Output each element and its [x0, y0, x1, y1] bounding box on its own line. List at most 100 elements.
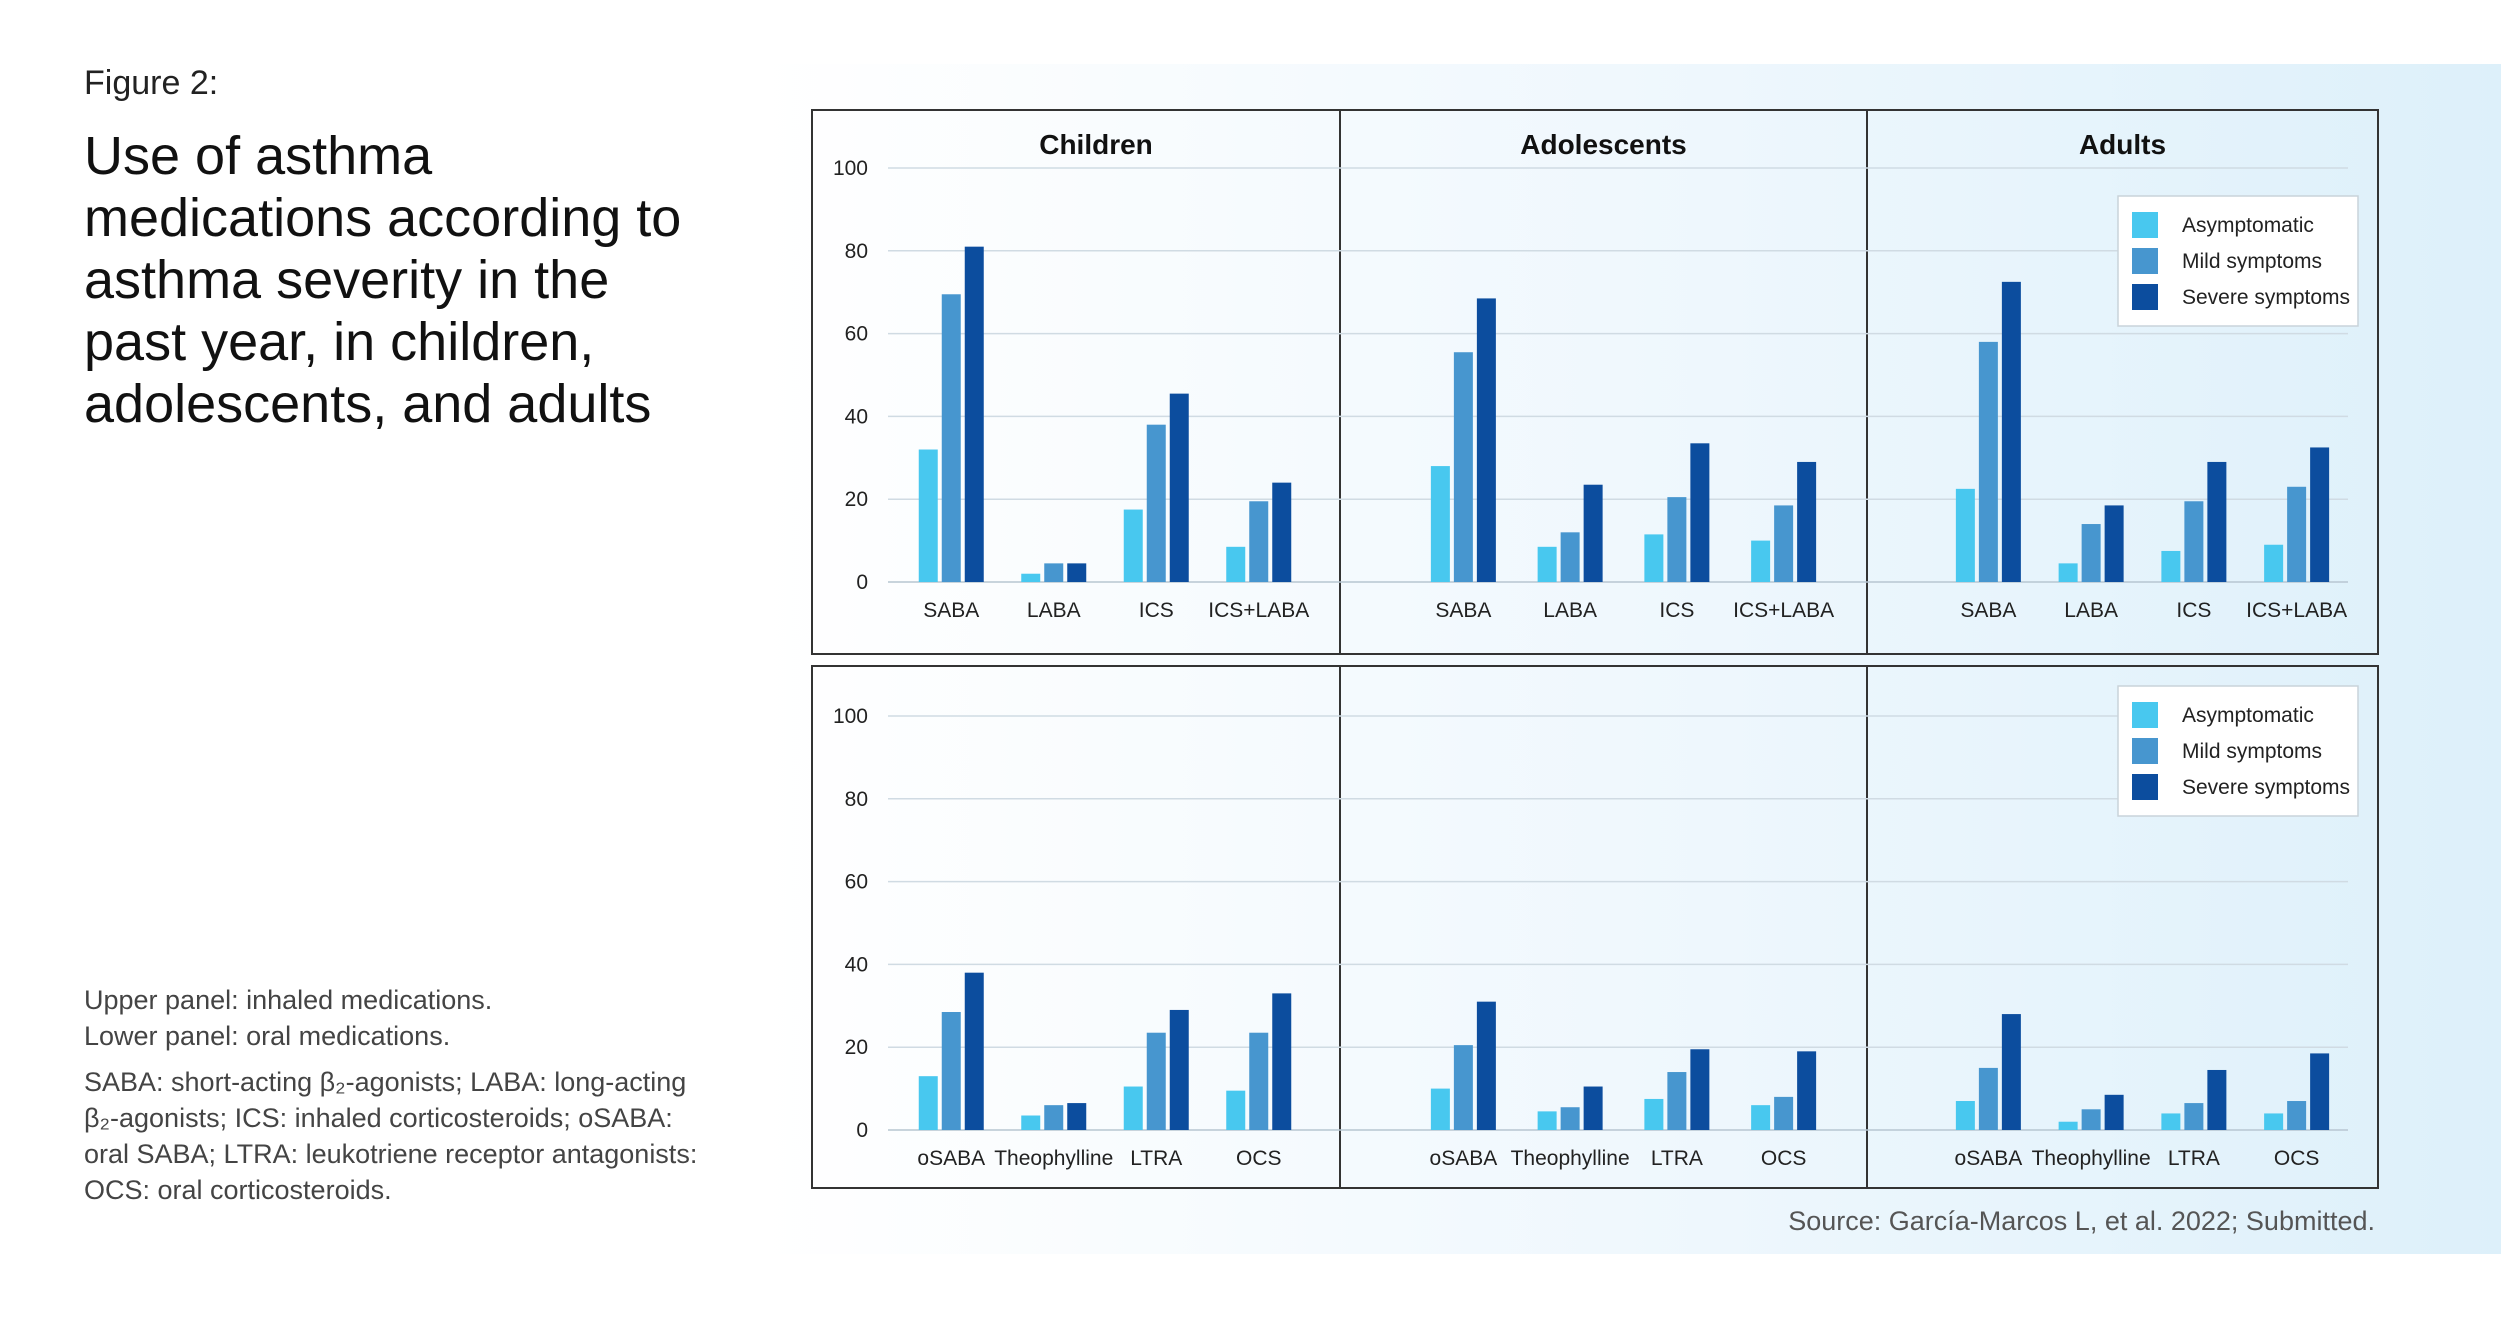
- x-tick-label: LABA: [1027, 599, 1081, 622]
- bar: [1583, 484, 1603, 582]
- bar: [2207, 461, 2227, 582]
- bar: [2081, 524, 2101, 582]
- figure-header: Figure 2: Use of asthma medications acco…: [84, 64, 724, 435]
- bar: [1226, 546, 1246, 582]
- bar: [1169, 1009, 1189, 1130]
- legend: Asymptomatic Mild symptoms Severe symptoms: [2117, 195, 2359, 327]
- bar: [1644, 1098, 1664, 1130]
- x-tick-label: ICS: [1139, 599, 1174, 622]
- bar: [1067, 563, 1087, 582]
- note-abbreviations: SABA: short-acting β₂-agonists; LABA: lo…: [84, 1067, 698, 1205]
- y-tick-label: 100: [833, 705, 868, 728]
- bar: [1978, 1067, 1998, 1130]
- bar: [1560, 1107, 1580, 1130]
- figure-notes: Upper panel: inhaled medications. Lower …: [84, 982, 724, 1218]
- bar: [1123, 509, 1143, 582]
- bar: [2184, 501, 2204, 582]
- panel-frame: [811, 109, 2379, 655]
- x-tick-label: OCS: [2274, 1147, 2320, 1170]
- bar: [1146, 1032, 1166, 1130]
- bar-chart-svg: 0 20 40 60 80 100 Children SABA LABA ICS ICS+LABA A…: [811, 109, 2379, 1189]
- bar: [941, 1012, 961, 1130]
- bar: [1955, 1101, 1975, 1130]
- bar: [1430, 466, 1450, 582]
- bar: [1430, 1088, 1450, 1130]
- bar: [2184, 1103, 2204, 1130]
- bar: [1476, 1001, 1496, 1130]
- bar: [1453, 352, 1473, 582]
- bar: [2104, 505, 2124, 582]
- bar: [2287, 1101, 2307, 1130]
- x-tick-label: LTRA: [2168, 1147, 2220, 1170]
- legend-swatch: [2132, 212, 2158, 238]
- bar: [2310, 447, 2330, 582]
- y-tick-label: 40: [845, 405, 868, 428]
- y-tick-label: 20: [845, 488, 868, 511]
- x-tick-label: ICS: [2176, 599, 2211, 622]
- y-tick-label: 100: [833, 157, 868, 180]
- bar: [2058, 1121, 2078, 1130]
- bar: [2001, 281, 2021, 582]
- x-tick-label: LTRA: [1651, 1147, 1703, 1170]
- bar: [1955, 488, 1975, 582]
- legend-swatch: [2132, 248, 2158, 274]
- source-credit: Source: García-Marcos L, et al. 2022; Su…: [1788, 1206, 2375, 1236]
- bar: [1123, 1086, 1143, 1130]
- chart-area: 0 20 40 60 80 100 Children SABA LABA ICS ICS+LABA A…: [810, 108, 2380, 1198]
- group-title: Adults: [2079, 129, 2166, 160]
- x-tick-label: SABA: [923, 599, 979, 622]
- bar: [1476, 298, 1496, 582]
- bar: [2104, 1094, 2124, 1130]
- x-tick-label: SABA: [1435, 599, 1491, 622]
- y-tick-label: 60: [845, 871, 868, 894]
- y-tick-label: 60: [845, 323, 868, 346]
- bar: [2264, 1113, 2284, 1130]
- group-title: Adolescents: [1520, 129, 1687, 160]
- bar: [2058, 563, 2078, 582]
- bar: [1044, 563, 1064, 582]
- legend: Asymptomatic Mild symptoms Severe symptoms: [2117, 685, 2359, 817]
- chart-panel-lower: 0 20 40 60 80 100 oSABA Theophylline LTRA OCS oSAB…: [811, 665, 2379, 1189]
- bar: [1067, 1103, 1087, 1130]
- bar: [964, 246, 984, 582]
- bar: [2001, 1014, 2021, 1130]
- y-tick-label: 0: [856, 1119, 868, 1142]
- bar: [1021, 573, 1041, 582]
- x-tick-label: ICS+LABA: [1733, 599, 1834, 622]
- bar: [2310, 1053, 2330, 1130]
- figure-label: Figure 2:: [84, 64, 219, 102]
- chart-panel-upper: 0 20 40 60 80 100 Children SABA LABA ICS ICS+LABA A…: [811, 109, 2379, 655]
- bar: [1146, 424, 1166, 582]
- legend-label: Mild symptoms: [2182, 250, 2322, 273]
- y-tick-label: 0: [856, 571, 868, 594]
- bar: [1978, 341, 1998, 582]
- y-tick-label: 40: [845, 953, 868, 976]
- x-tick-label: OCS: [1236, 1147, 1282, 1170]
- legend-label: Mild symptoms: [2182, 740, 2322, 763]
- bar: [1583, 1086, 1603, 1130]
- bar: [964, 972, 984, 1130]
- bar: [1453, 1045, 1473, 1130]
- bar: [1537, 546, 1557, 582]
- bar: [1690, 443, 1710, 582]
- x-tick-label: ICS+LABA: [2246, 599, 2347, 622]
- x-tick-label: LABA: [2064, 599, 2118, 622]
- x-tick-label: ICS: [1659, 599, 1694, 622]
- bar: [1751, 1105, 1771, 1130]
- y-tick-label: 20: [845, 1036, 868, 1059]
- bar: [2264, 544, 2284, 582]
- legend-label: Asymptomatic: [2182, 704, 2314, 727]
- bar: [1774, 1096, 1794, 1130]
- bar: [1021, 1115, 1041, 1130]
- bar: [1644, 534, 1664, 582]
- x-tick-label: oSABA: [1430, 1147, 1498, 1170]
- bar: [2207, 1069, 2227, 1130]
- legend-swatch: [2132, 738, 2158, 764]
- bar: [1560, 532, 1580, 582]
- legend-swatch: [2132, 284, 2158, 310]
- bar: [1774, 505, 1794, 582]
- bar: [1226, 1090, 1246, 1130]
- x-tick-label: oSABA: [1955, 1147, 2023, 1170]
- figure-title: Use of asthma medications according to a…: [84, 126, 682, 434]
- bar: [1249, 501, 1269, 582]
